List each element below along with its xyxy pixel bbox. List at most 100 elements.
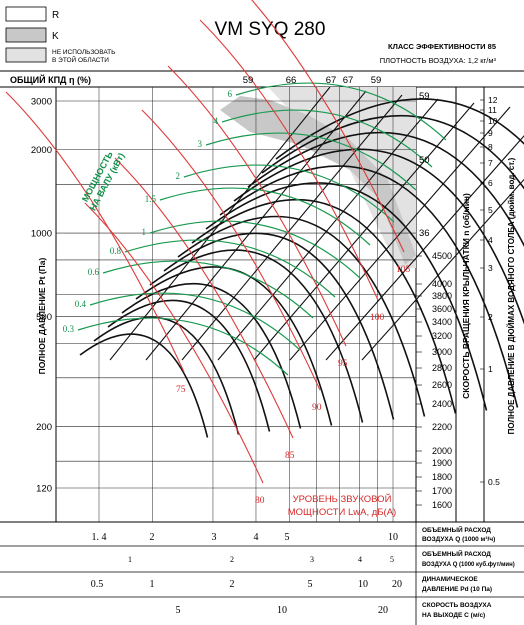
speed-curve bbox=[191, 198, 457, 414]
rpm-tick-label: 1600 bbox=[432, 500, 452, 510]
curve-layer bbox=[5, 0, 524, 484]
legend-label-k: K bbox=[52, 31, 59, 42]
bottom-row-1-label-2: ВОЗДУХА Q (1000 м³/ч) bbox=[422, 536, 495, 543]
speed-curve bbox=[233, 148, 524, 325]
speed-curve bbox=[219, 165, 519, 408]
bottom-row-1-label-1: ОБЪЕМНЫЙ РАСХОД bbox=[422, 525, 491, 534]
speed-axis-title: СКОРОСТЬ ВРАЩЕНИЯ КРЫЛЬЧАТКИ n (об/мин) bbox=[461, 193, 471, 399]
speed-curve bbox=[163, 232, 395, 420]
water-tick-label: 1 bbox=[488, 364, 493, 374]
legend-swatch-r bbox=[5, 6, 47, 22]
water-tick-label: 8 bbox=[488, 142, 493, 152]
bottom-scale-tick: 2 bbox=[230, 579, 235, 590]
water-tick-label: 5 bbox=[488, 205, 493, 215]
sound-label: 85 bbox=[285, 451, 295, 461]
speed-curve bbox=[79, 333, 209, 438]
efficiency-tick: 66 bbox=[286, 75, 297, 86]
bottom-scale-tick: 3 bbox=[310, 555, 314, 564]
water-tick-label: 4 bbox=[488, 235, 493, 245]
water-tick-label: 6 bbox=[488, 178, 493, 188]
legend-label-r: R bbox=[52, 10, 59, 21]
speed-curve bbox=[247, 131, 524, 248]
system-line bbox=[289, 106, 511, 361]
bottom-scale-tick: 2 bbox=[230, 555, 234, 564]
sound-curve bbox=[199, 19, 379, 301]
speed-curve bbox=[107, 299, 271, 432]
power-label: 3 bbox=[198, 139, 203, 149]
power-curve bbox=[102, 260, 314, 319]
efficiency-tick: 67 bbox=[343, 75, 354, 86]
power-label: 0.6 bbox=[88, 267, 100, 277]
power-curve bbox=[149, 220, 361, 279]
water-tick-label: 3 bbox=[488, 263, 493, 273]
bottom-scale-tick: 3 bbox=[212, 532, 217, 543]
bottom-row-4-label-2: НА ВЫХОДЕ C (м/с) bbox=[422, 612, 485, 619]
system-line bbox=[325, 135, 524, 361]
sound-label: 80 bbox=[255, 496, 265, 506]
rpm-tick-label: 1900 bbox=[432, 458, 452, 468]
rpm-tick-label: 2400 bbox=[432, 399, 452, 409]
bottom-row-2-label-2: ВОЗДУХА Q (1000 куб.фут/мин) bbox=[422, 561, 515, 568]
pressure-axis-title: ПОЛНОЕ ДАВЛЕНИЕ Pt (Па) bbox=[37, 258, 47, 375]
sound-title-2: МОЩНОСТИ LwA, дБ(А) bbox=[288, 507, 396, 518]
bottom-scale-tick: 10 bbox=[277, 605, 287, 616]
power-curve bbox=[235, 82, 447, 141]
water-axis-title: ПОЛНОЕ ДАВЛЕНИЕ В ДЮЙМАХ ВОДЯНОГО СТОЛБА… bbox=[507, 157, 516, 434]
bottom-scales: ОБЪЕМНЫЙ РАСХОД ВОЗДУХА Q (1000 м³/ч) ОБ… bbox=[0, 522, 524, 625]
rpm-tick-label: 3400 bbox=[432, 317, 452, 327]
power-label: 0.8 bbox=[110, 246, 122, 256]
system-line bbox=[145, 90, 367, 361]
legend-swatch-k bbox=[5, 27, 47, 43]
efficiency-side-tick: 59 bbox=[419, 91, 430, 102]
tick-layer: 3000200010005002001200.30.40.60.811.5234… bbox=[31, 75, 500, 616]
rpm-tick-label: 2800 bbox=[432, 363, 452, 373]
bottom-scale-tick: 1 bbox=[128, 555, 132, 564]
bottom-row-3-label-1: ДИНАМИЧЕСКОЕ bbox=[422, 576, 478, 583]
bottom-scale-tick: 5 bbox=[308, 579, 313, 590]
bottom-scale-tick: 0.5 bbox=[91, 579, 104, 590]
power-label: 4 bbox=[214, 116, 219, 126]
water-tick-label: 9 bbox=[488, 128, 493, 138]
pressure-tick-label: 200 bbox=[36, 422, 52, 433]
system-line bbox=[181, 94, 403, 361]
bottom-scale-tick: 1 bbox=[150, 579, 155, 590]
power-curve bbox=[124, 239, 336, 298]
pressure-tick-label: 1000 bbox=[31, 229, 52, 240]
sound-curve bbox=[5, 91, 185, 373]
sound-curve bbox=[167, 65, 347, 347]
sound-curve bbox=[114, 157, 294, 439]
speed-curve bbox=[93, 316, 240, 435]
legend-label-unusable-1: НЕ ИСПОЛЬЗОВАТЬ bbox=[52, 49, 115, 56]
rpm-tick-label: 4000 bbox=[432, 279, 452, 289]
power-curve bbox=[205, 132, 417, 191]
sound-title-1: УРОВЕНЬ ЗВУКОВОЙ bbox=[293, 493, 392, 505]
bottom-scale-tick: 20 bbox=[392, 579, 402, 590]
bottom-row-2-label-1: ОБЪЕМНЫЙ РАСХОД bbox=[422, 549, 491, 558]
bottom-scale-tick: 2 bbox=[150, 532, 155, 543]
efficiency-tick: 67 bbox=[326, 75, 337, 86]
power-curve bbox=[159, 187, 371, 246]
rpm-tick-label: 2200 bbox=[432, 422, 452, 432]
sound-curve bbox=[251, 0, 405, 253]
efficiency-class: КЛАСС ЭФФЕКТИВНОСТИ 85 bbox=[388, 42, 496, 51]
water-tick-label: 2 bbox=[488, 312, 493, 322]
power-curve bbox=[89, 292, 301, 351]
legend-label-unusable-2: В ЭТОЙ ОБЛАСТИ bbox=[52, 55, 109, 64]
bottom-scale-tick: 4 bbox=[254, 532, 259, 543]
rpm-tick-label: 3200 bbox=[432, 331, 452, 341]
efficiency-tick: 59 bbox=[371, 75, 382, 86]
speed-curve bbox=[135, 266, 333, 426]
speed-curve bbox=[261, 114, 524, 190]
power-curve bbox=[221, 109, 433, 168]
power-curve bbox=[77, 317, 289, 376]
bottom-scale-tick: 5 bbox=[285, 532, 290, 543]
k-zone bbox=[220, 96, 416, 265]
power-label: 6 bbox=[228, 89, 233, 99]
efficiency-side-tick: 50 bbox=[419, 155, 430, 166]
rpm-tick-label: 3600 bbox=[432, 304, 452, 314]
sound-curve bbox=[84, 202, 264, 484]
rpm-tick-label: 1800 bbox=[432, 472, 452, 482]
sound-label: 100 bbox=[370, 313, 385, 323]
rpm-tick-label: 2000 bbox=[432, 446, 452, 456]
